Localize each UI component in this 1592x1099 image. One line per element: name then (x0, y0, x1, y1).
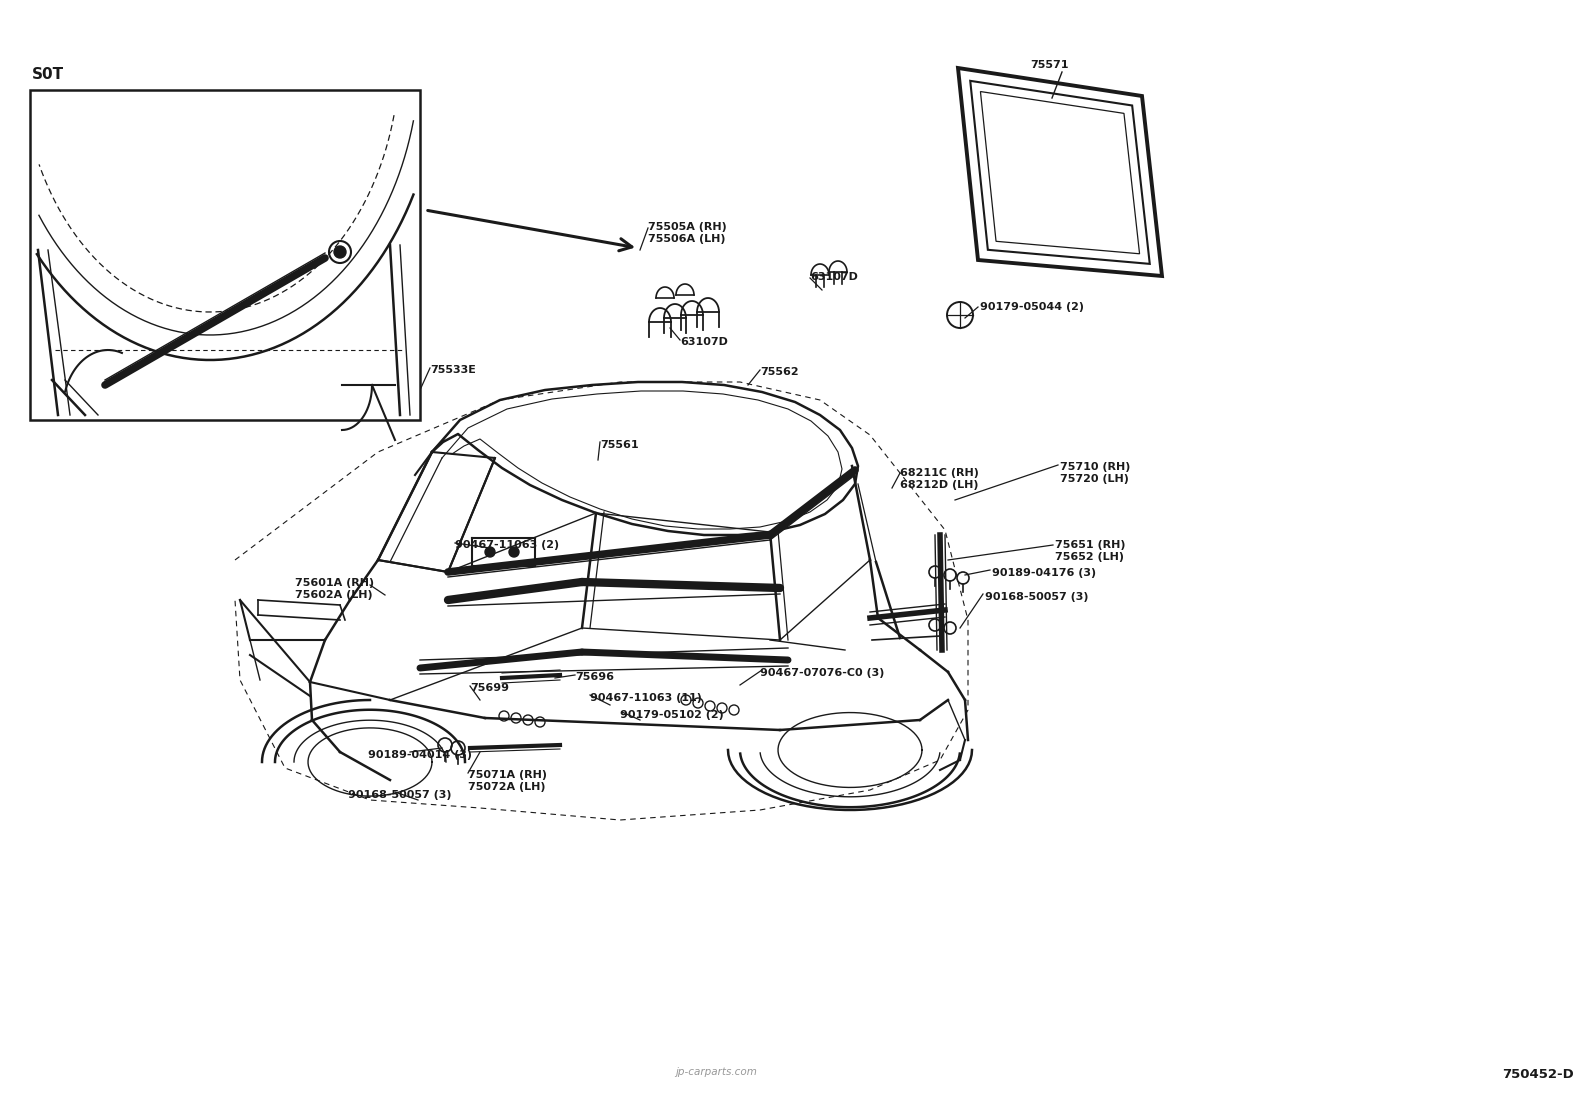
Text: 75651 (RH)
75652 (LH): 75651 (RH) 75652 (LH) (1055, 540, 1126, 562)
Text: 75571: 75571 (1030, 60, 1068, 70)
Text: 75699: 75699 (470, 682, 509, 693)
Text: 90168-50057 (3): 90168-50057 (3) (349, 790, 452, 800)
Text: jp-carparts.com: jp-carparts.com (675, 1067, 758, 1077)
Text: 75505A (RH)
75506A (LH): 75505A (RH) 75506A (LH) (232, 218, 310, 240)
Text: 75562: 75562 (759, 367, 799, 377)
Circle shape (486, 547, 495, 557)
Text: 90179-05044 (2): 90179-05044 (2) (981, 302, 1084, 312)
Text: 90179-05102 (2): 90179-05102 (2) (619, 710, 724, 720)
Text: 75561: 75561 (600, 440, 638, 449)
Circle shape (509, 547, 519, 557)
Text: 75505A (RH)
75506A (LH): 75505A (RH) 75506A (LH) (648, 222, 728, 244)
Text: 75071A (RH)
75072A (LH): 75071A (RH) 75072A (LH) (468, 770, 548, 791)
Text: 90189-04014 (3): 90189-04014 (3) (368, 750, 471, 761)
Text: 68211C (RH)
68212D (LH): 68211C (RH) 68212D (LH) (899, 468, 979, 489)
Text: 63107D: 63107D (680, 337, 728, 347)
Text: 75533E: 75533E (430, 365, 476, 375)
Text: 90168-50057 (3): 90168-50057 (3) (985, 592, 1089, 602)
Text: 63107D: 63107D (810, 271, 858, 282)
Text: 90467-11063 (11): 90467-11063 (11) (591, 693, 702, 703)
Text: S0T: S0T (32, 67, 64, 82)
Text: 90189-04176 (3): 90189-04176 (3) (992, 568, 1097, 578)
Text: 75601A (RH)
75602A (LH): 75601A (RH) 75602A (LH) (295, 578, 374, 600)
Text: 90467-11063 (2): 90467-11063 (2) (455, 540, 559, 550)
Text: 750452-D: 750452-D (1503, 1068, 1574, 1081)
Text: 90467-07076-C0 (3): 90467-07076-C0 (3) (759, 668, 885, 678)
Text: 75696: 75696 (575, 671, 615, 682)
Bar (30, 90, 420, 420)
Circle shape (334, 246, 345, 258)
Text: 75710 (RH)
75720 (LH): 75710 (RH) 75720 (LH) (1060, 462, 1130, 484)
